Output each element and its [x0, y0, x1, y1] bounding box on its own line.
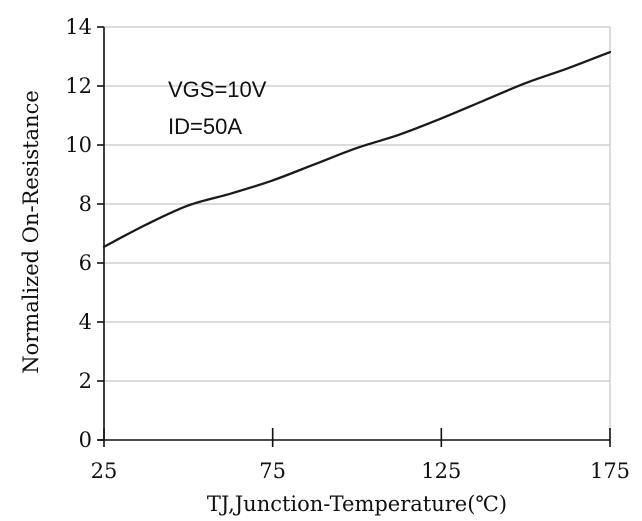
y-tick-labels: 0 2 4 6 8 10 12 14 [65, 15, 92, 452]
y-tick-label-6: 6 [79, 251, 92, 275]
y-tick-label-12: 12 [65, 74, 92, 98]
y-axis-title: Normalized On-Resistance [19, 90, 43, 374]
series-lines [102, 50, 612, 248]
gridlines [104, 85, 610, 382]
x-tick-label-175: 175 [590, 459, 630, 483]
y-tick-label-0: 0 [79, 428, 92, 452]
y-tick-label-2: 2 [79, 369, 92, 393]
x-tick-label-125: 125 [421, 459, 461, 483]
annotation-id: ID=50A [168, 114, 242, 139]
annotation-vgs: VGS=10V [168, 77, 267, 102]
axis-ticks [97, 26, 611, 447]
x-axis-title: TJ,Junction-Temperature(℃) [207, 492, 507, 516]
x-tick-label-75: 75 [259, 459, 286, 483]
x-tick-label-25: 25 [91, 459, 118, 483]
y-tick-label-8: 8 [79, 192, 92, 216]
y-tick-label-4: 4 [79, 310, 92, 334]
plot-frame [98, 26, 611, 441]
x-tick-labels: 25 75 125 175 [91, 459, 630, 483]
y-tick-label-10: 10 [65, 133, 92, 157]
y-tick-label-14: 14 [65, 15, 92, 39]
series-line-0 [102, 50, 612, 248]
